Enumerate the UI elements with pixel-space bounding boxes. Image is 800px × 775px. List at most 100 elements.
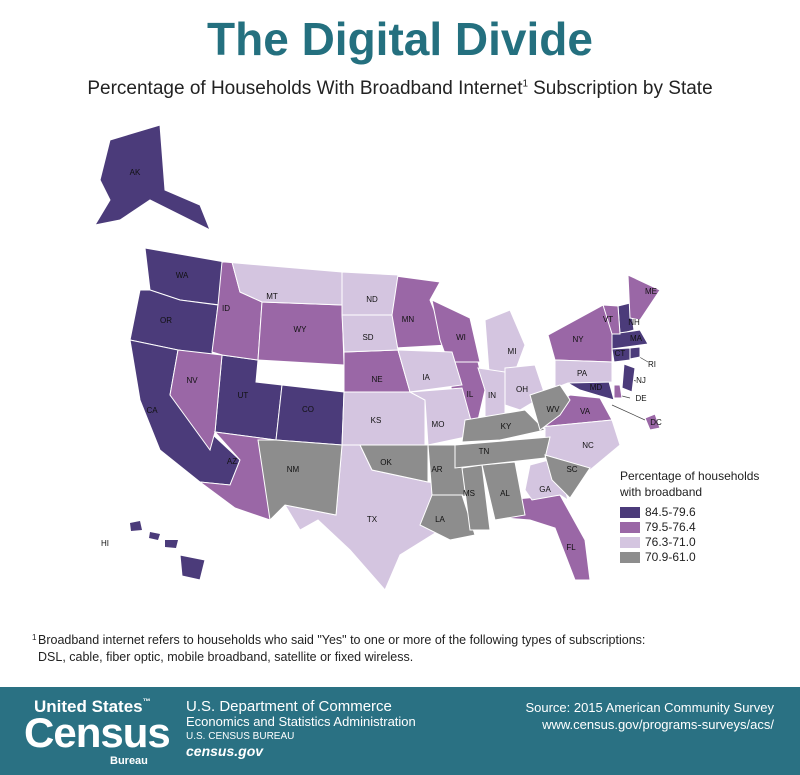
footnote-line: Broadband internet refers to households … — [38, 633, 646, 647]
state — [275, 384, 345, 446]
state-label: NM — [287, 465, 300, 474]
state-label: OK — [380, 458, 392, 467]
agency-line: U.S. CENSUS BUREAU — [186, 731, 295, 742]
footnote-mark: 1 — [522, 78, 529, 90]
state-label: OR — [160, 316, 172, 325]
legend-title: with broadband — [619, 485, 702, 499]
state-label: MI — [508, 347, 517, 356]
state-label: WV — [547, 405, 561, 414]
state — [397, 349, 463, 393]
state — [544, 454, 591, 499]
state-label: NH — [628, 318, 640, 327]
state — [408, 387, 476, 446]
logo-census: Census — [24, 709, 171, 756]
state-label: ME — [645, 287, 657, 296]
state — [629, 346, 641, 360]
state — [461, 409, 546, 443]
state-label: PA — [577, 369, 588, 378]
state-label: AR — [431, 465, 442, 474]
state-label: MN — [402, 315, 415, 324]
footer: United States™ Census Bureau U.S. Depart… — [0, 687, 800, 775]
state — [341, 271, 399, 316]
source: Source: 2015 American Community Survey w… — [525, 699, 774, 733]
source-line: Source: 2015 American Community Survey — [525, 700, 774, 715]
subtitle: Percentage of Households With Broadband … — [0, 78, 800, 100]
source-link[interactable]: www.census.gov/programs-surveys/acs/ — [542, 717, 774, 732]
subtitle-text: Subscription by State — [533, 78, 713, 99]
legend-label: 76.3-71.0 — [645, 535, 696, 549]
legend-swatch — [620, 522, 640, 533]
state-label: NJ — [636, 376, 646, 385]
state-label: SD — [362, 333, 373, 342]
state-label: NV — [186, 376, 198, 385]
state-label: CO — [302, 405, 314, 414]
island — [130, 521, 142, 531]
state-label: MD — [590, 383, 603, 392]
state-label: KS — [371, 416, 382, 425]
state — [627, 274, 661, 321]
state-label: MO — [432, 420, 445, 429]
state-label: AK — [130, 168, 141, 177]
state-label: AZ — [227, 457, 237, 466]
state-label: NC — [582, 441, 594, 450]
state-label: WY — [294, 325, 308, 334]
title: The Digital Divide — [207, 13, 593, 65]
legend-swatch — [620, 537, 640, 548]
logo-text: United States — [34, 697, 143, 716]
state-label: FL — [566, 543, 576, 552]
state-label: KY — [501, 422, 512, 431]
subtitle-text: Percentage of Households With Broadband … — [87, 78, 523, 99]
logo-line: United States™ — [34, 697, 151, 717]
pointer — [611, 404, 646, 421]
state-label: VA — [580, 407, 591, 416]
hawaii-islands — [130, 521, 178, 548]
state — [214, 354, 283, 441]
state — [93, 124, 211, 232]
logo-tm: ™ — [142, 697, 151, 706]
state — [341, 391, 426, 446]
footnote-mark: 1 — [32, 633, 37, 642]
state — [613, 384, 623, 399]
island — [149, 532, 160, 540]
state — [169, 349, 223, 452]
agency-line: Economics and Statistics Administration — [186, 714, 416, 729]
footnote-line: DSL, cable, fiber optic, mobile broadban… — [38, 650, 414, 664]
agency-link[interactable]: census.gov — [186, 743, 264, 759]
agency: U.S. Department of Commerce Economics an… — [186, 699, 416, 759]
state-label: ND — [366, 295, 378, 304]
state-label: LA — [435, 515, 445, 524]
legend-title: Percentage of households — [620, 469, 759, 483]
state-label: CT — [615, 349, 626, 358]
state-label: MA — [630, 334, 643, 343]
state-label: ID — [222, 304, 230, 313]
state — [644, 413, 661, 431]
state-label: WA — [176, 271, 189, 280]
state-label: WI — [456, 333, 466, 342]
state-label: CA — [146, 406, 158, 415]
legend-label: 84.5-79.6 — [645, 505, 696, 519]
state — [611, 347, 631, 363]
island — [165, 540, 178, 548]
state — [419, 494, 476, 541]
state — [454, 436, 551, 469]
state-label: HI — [101, 539, 109, 548]
state-label: UT — [238, 391, 249, 400]
state — [529, 384, 571, 431]
state-label: RI — [648, 360, 656, 369]
legend-label: 79.5-76.4 — [645, 520, 696, 534]
agency-line: U.S. Department of Commerce — [186, 698, 392, 715]
state-label: DE — [635, 394, 646, 403]
state-label: AL — [500, 489, 510, 498]
map: Percentage of households with broadband AK… — [93, 124, 759, 591]
state-label: DC — [650, 418, 662, 427]
state-label: TN — [479, 447, 490, 456]
legend-swatch — [620, 507, 640, 518]
state-label: IN — [488, 391, 496, 400]
state — [554, 359, 613, 389]
logo-bureau: Bureau — [110, 755, 148, 767]
legend-swatch — [620, 552, 640, 563]
state — [621, 363, 636, 393]
state-label: TX — [367, 515, 378, 524]
footnote: 1 Broadband internet refers to households… — [32, 632, 646, 666]
